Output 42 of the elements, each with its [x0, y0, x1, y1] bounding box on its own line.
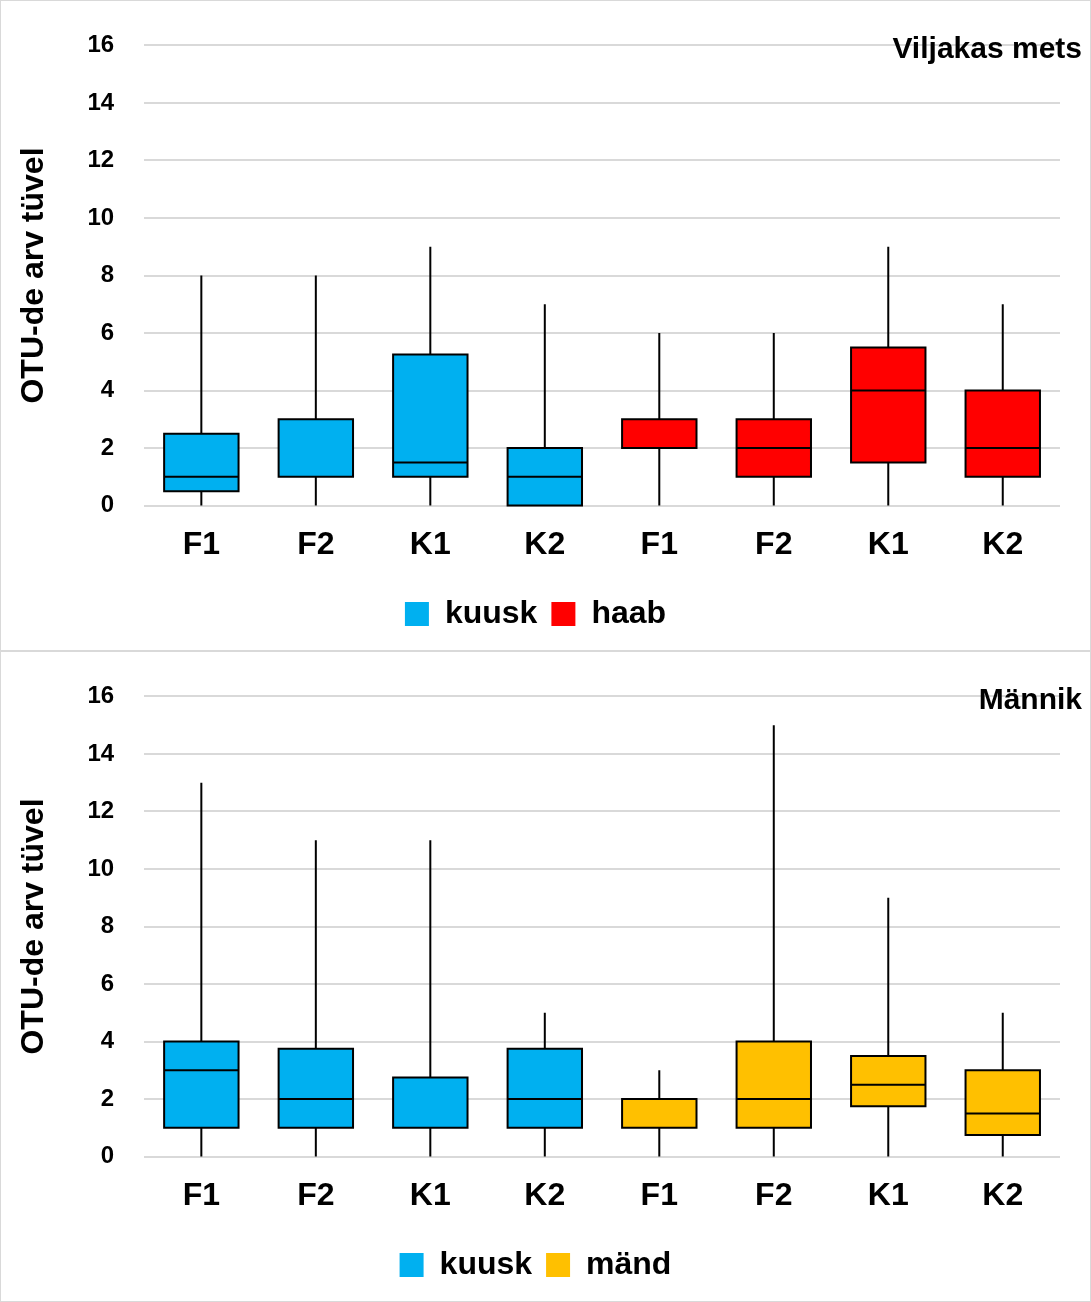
- x-tick-label: F2: [297, 1175, 335, 1212]
- x-tick-label: F2: [297, 524, 335, 561]
- y-tick-label: 2: [100, 1083, 115, 1111]
- y-tick-label: 4: [100, 1026, 115, 1054]
- x-tick-label: K1: [867, 1175, 909, 1212]
- y-tick-label: 4: [100, 375, 115, 403]
- legend-label: kuusk: [444, 593, 538, 630]
- x-tick-label: F2: [755, 524, 793, 561]
- y-tick-label: 8: [100, 911, 115, 939]
- y-tick-label: 10: [87, 853, 115, 881]
- y-tick-label: 0: [100, 490, 115, 518]
- y-tick-label: 16: [87, 681, 115, 709]
- x-tick-label: K1: [409, 1175, 451, 1212]
- x-tick-label: K2: [524, 1175, 566, 1212]
- chart-title: Männik: [978, 681, 1083, 715]
- y-tick-label: 6: [100, 317, 115, 345]
- y-tick-label: 2: [100, 432, 115, 460]
- y-tick-label: 14: [87, 87, 115, 115]
- x-tick-label: F1: [640, 524, 678, 561]
- y-tick-label: 16: [87, 30, 115, 58]
- legend-label: kuusk: [439, 1244, 533, 1281]
- y-tick-label: 8: [100, 260, 115, 288]
- x-tick-label: F2: [755, 1175, 793, 1212]
- legend-label: haab: [591, 593, 667, 630]
- y-axis-title: OTU-de arv tüvel: [14, 147, 51, 404]
- x-tick-label: K1: [409, 524, 451, 561]
- x-tick-label: K2: [524, 524, 566, 561]
- x-tick-label: K2: [982, 1175, 1024, 1212]
- y-tick-label: 6: [100, 968, 115, 996]
- y-tick-label: 12: [87, 796, 115, 824]
- legend-label: mänd: [586, 1244, 672, 1281]
- x-tick-label: F1: [182, 524, 221, 561]
- y-tick-label: 10: [87, 202, 115, 230]
- chart-title: Viljakas mets: [892, 30, 1082, 64]
- y-tick-label: 12: [87, 145, 115, 173]
- y-tick-label: 14: [87, 738, 115, 766]
- x-tick-label: F1: [640, 1175, 678, 1212]
- x-tick-label: F1: [182, 1175, 221, 1212]
- x-tick-label: K1: [867, 524, 909, 561]
- y-axis-title: OTU-de arv tüvel: [14, 798, 51, 1055]
- x-tick-label: K2: [982, 524, 1024, 561]
- y-tick-label: 0: [100, 1141, 115, 1169]
